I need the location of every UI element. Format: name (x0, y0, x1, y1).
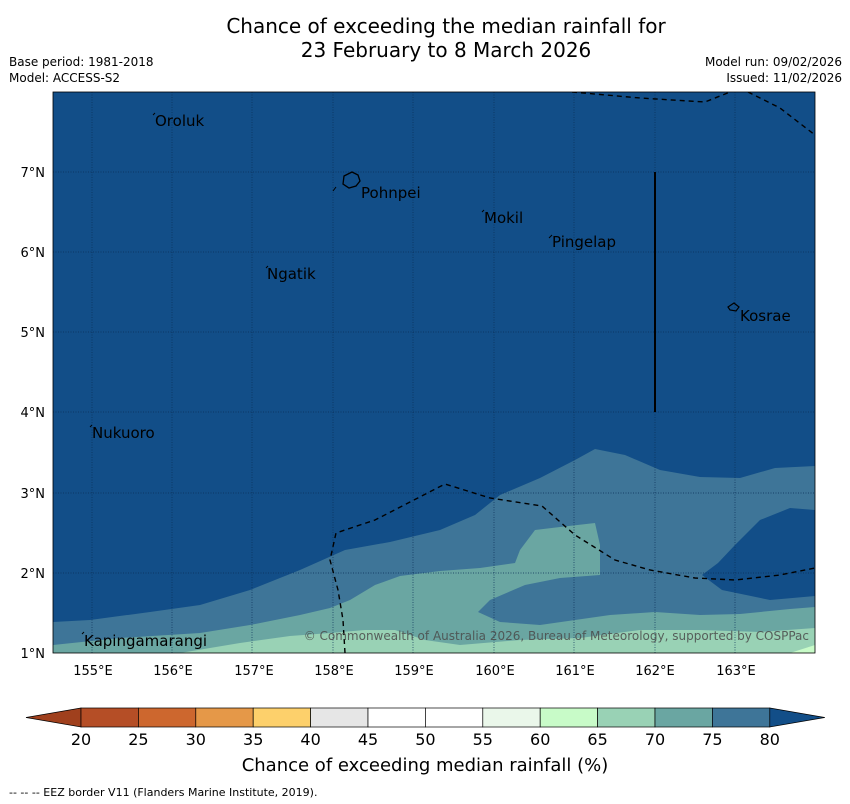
lon-label-156: 156°E (153, 664, 193, 679)
pingelap-mark (548, 234, 553, 239)
lon-label-162: 162°E (635, 664, 675, 679)
colorbar-tick-label: 25 (128, 730, 148, 749)
place-label-ngatik: Ngatik (267, 265, 316, 283)
title-line-1: Chance of exceeding the median rainfall … (226, 14, 666, 38)
mokil-mark (481, 209, 485, 213)
place-label-kosrae: Kosrae (740, 307, 791, 325)
lat-label-4n: 4°N (21, 406, 46, 421)
map-frame (52, 91, 816, 654)
eez-legend-note: -- -- -- EEZ border V11 (Flanders Marine… (9, 786, 318, 799)
lat-label-1n: 1°N (21, 647, 46, 662)
lon-label-160: 160°E (475, 664, 515, 679)
colorbar-tick-label: 30 (186, 730, 206, 749)
kapingamarangi-mark (81, 631, 85, 635)
colorbar-segment (654, 707, 713, 728)
colorbar-tick-label: 70 (645, 730, 665, 749)
colorbar-label: Chance of exceeding median rainfall (%) (241, 755, 609, 776)
lon-label-157: 157°E (234, 664, 274, 679)
colorbar-segment (367, 707, 426, 728)
nukuoro-mark (89, 424, 93, 428)
colorbar-extend-high (769, 707, 825, 728)
colorbar-tick-label: 65 (587, 730, 607, 749)
eez-border (329, 92, 815, 653)
contour-80-patch (702, 508, 815, 600)
colorbar-tick-label: 45 (358, 730, 378, 749)
colorbar-segment (80, 707, 139, 728)
colorbar-segment (597, 707, 656, 728)
place-label-mokil: Mokil (484, 209, 523, 227)
contour-60 (790, 645, 815, 653)
colorbar-tick-label: 40 (300, 730, 320, 749)
colorbar-extend-low (25, 707, 82, 728)
model-name: Model: ACCESS-S2 (9, 71, 121, 85)
lon-label-155: 155°E (73, 664, 113, 679)
pohnpei-island-outline (342, 171, 361, 189)
meta-left: Base period: 1981-2018 Model: ACCESS-S2 (9, 54, 154, 86)
colorbar-segment (310, 707, 369, 728)
colorbar-tick-label: 20 (71, 730, 91, 749)
contour-70 (53, 523, 815, 653)
colorbar: 20 25 30 35 40 45 50 55 60 65 70 75 80 (25, 707, 825, 749)
lat-label-6n: 6°N (21, 246, 46, 261)
place-label-oroluk: Oroluk (155, 112, 204, 130)
colorbar-segment (482, 707, 541, 728)
oroluk-mark (152, 112, 156, 116)
place-label-pohnpei: Pohnpei (361, 184, 421, 202)
place-label-pingelap: Pingelap (552, 233, 616, 251)
colorbar-tick-label: 35 (243, 730, 263, 749)
contour-75 (53, 449, 815, 653)
lat-label-3n: 3°N (21, 487, 46, 502)
chart-title: Chance of exceeding the median rainfall … (0, 14, 850, 62)
colorbar-tick-label: 80 (760, 730, 780, 749)
model-run: Model run: 09/02/2026 (704, 55, 842, 69)
colorbar-segment (252, 707, 311, 728)
colorbar-segment (195, 707, 254, 728)
title-line-2: 23 February to 8 March 2026 (300, 38, 592, 62)
base-period: Base period: 1981-2018 (9, 55, 154, 69)
lon-label-159: 159°E (394, 664, 434, 679)
colorbar-tick-label: 75 (702, 730, 722, 749)
colorbar-segment (539, 707, 598, 728)
place-label-nukuoro: Nukuoro (92, 424, 155, 442)
colorbar-segment (138, 707, 197, 728)
copyright-notice: © Commonwealth of Australia 2026, Bureau… (304, 629, 809, 643)
issued-date: Issued: 11/02/2026 (726, 71, 842, 85)
place-label-kapingamarangi: Kapingamarangi (84, 632, 207, 650)
lon-label-158: 158°E (314, 664, 354, 679)
lat-label-5n: 5°N (21, 326, 46, 341)
ngatik-mark (265, 265, 269, 269)
colorbar-segment (712, 707, 771, 728)
map-area[interactable]: Oroluk Pohnpei Mokil Pingelap Ngatik Kos… (53, 92, 815, 653)
colorbar-tick-label: 55 (473, 730, 493, 749)
lon-label-163: 163°E (716, 664, 756, 679)
colorbar-tick-label: 50 (415, 730, 435, 749)
lat-label-7n: 7°N (21, 166, 46, 181)
colorbar-segment (425, 707, 484, 728)
kosrae-island-outline (727, 302, 740, 312)
lon-label-161: 161°E (555, 664, 595, 679)
lat-label-2n: 2°N (21, 567, 46, 582)
colorbar-tick-label: 60 (530, 730, 550, 749)
pohnpei-islet (332, 186, 337, 192)
contour-65 (180, 628, 815, 653)
meta-right: Model run: 09/02/2026 Issued: 11/02/2026 (705, 54, 842, 86)
